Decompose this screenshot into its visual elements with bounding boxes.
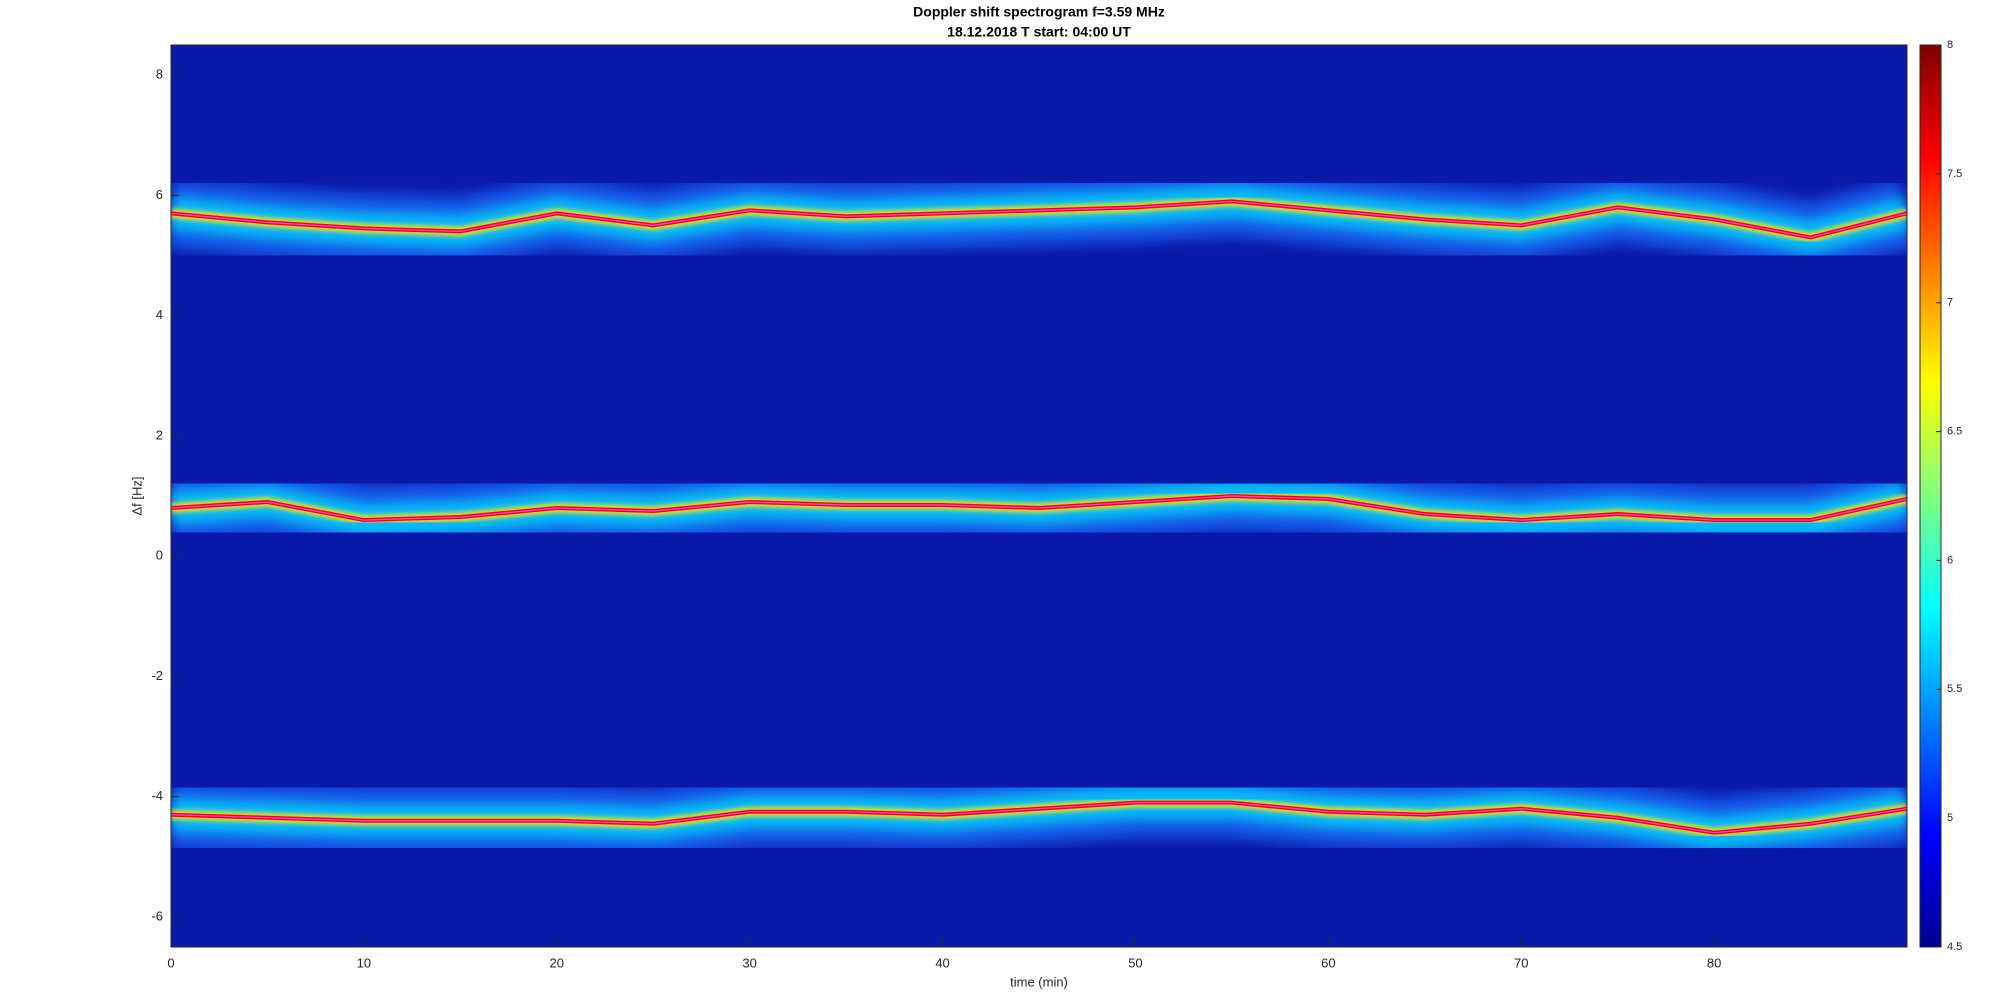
x-tick-label: 20 [550, 955, 564, 970]
trace-line [171, 200, 1907, 239]
trace-line [171, 495, 1907, 521]
y-tick-label: 4 [156, 307, 163, 322]
y-tick-label: 2 [156, 427, 163, 442]
chart-title: Doppler shift spectrogram f=3.59 MHz [913, 4, 1165, 20]
x-tick-label: 70 [1514, 955, 1528, 970]
x-tick-label: 60 [1321, 955, 1335, 970]
plot-area [171, 166, 1907, 868]
y-tick-label: 6 [156, 187, 163, 202]
colorbar-tick-label: 8 [1947, 39, 1953, 51]
chart-subtitle: 18.12.2018 T start: 04:00 UT [947, 24, 1131, 40]
x-tick-label: 50 [1128, 955, 1142, 970]
y-axis-label: Δf [Hz] [129, 476, 144, 515]
x-tick-label: 10 [357, 955, 371, 970]
colorbar-tick-label: 6 [1947, 554, 1953, 566]
x-tick-label: 30 [742, 955, 756, 970]
y-tick-label: 0 [156, 548, 163, 563]
colorbar-tick-label: 5 [1947, 812, 1953, 824]
colorbar-tick-label: 4.5 [1947, 941, 1962, 953]
x-tick-label: 0 [167, 955, 174, 970]
x-axis-label: time (min) [1010, 974, 1068, 989]
x-tick-label: 40 [935, 955, 949, 970]
plot-frame [170, 44, 1908, 948]
y-tick-label: -4 [151, 788, 163, 803]
colorbar [1919, 44, 1942, 948]
colorbar-tick-label: 7.5 [1947, 168, 1962, 180]
trace-line [171, 802, 1907, 834]
colorbar-tick-label: 7 [1947, 297, 1953, 309]
y-tick-label: -6 [151, 908, 163, 923]
colorbar-tick-label: 6.5 [1947, 425, 1962, 437]
x-tick-label: 80 [1707, 955, 1721, 970]
y-tick-label: -2 [151, 668, 163, 683]
y-tick-label: 8 [156, 67, 163, 82]
colorbar-tick-label: 5.5 [1947, 683, 1962, 695]
